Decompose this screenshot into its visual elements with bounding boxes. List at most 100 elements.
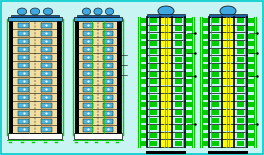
Bar	[13, 109, 57, 117]
Bar	[139, 49, 147, 54]
Bar	[186, 34, 192, 39]
Bar	[13, 69, 57, 77]
Bar	[41, 71, 52, 76]
Bar	[79, 21, 117, 29]
Bar	[150, 133, 157, 138]
Bar	[201, 72, 209, 77]
Bar	[175, 141, 182, 146]
Bar	[147, 14, 185, 17]
Bar	[150, 80, 157, 84]
Bar	[237, 26, 244, 31]
Bar	[248, 57, 254, 62]
Bar	[103, 31, 113, 36]
Bar	[160, 132, 172, 139]
Bar	[83, 31, 93, 36]
Bar	[212, 80, 219, 84]
Bar	[212, 133, 219, 138]
Bar	[79, 61, 117, 69]
Bar	[18, 103, 29, 108]
Bar	[248, 80, 254, 84]
Bar	[13, 21, 57, 29]
Bar	[79, 125, 117, 133]
Bar	[160, 18, 172, 24]
Bar	[222, 63, 234, 70]
Bar	[41, 31, 52, 36]
Bar	[160, 48, 172, 55]
Bar	[77, 15, 119, 17]
Bar	[248, 102, 254, 107]
Bar	[139, 26, 147, 31]
Bar	[9, 21, 61, 133]
Bar	[175, 133, 182, 138]
Bar	[150, 95, 157, 100]
Bar	[18, 23, 29, 28]
Bar	[248, 125, 254, 130]
Bar	[186, 133, 192, 138]
Bar	[13, 37, 57, 45]
Bar	[9, 21, 13, 133]
Bar	[186, 64, 192, 69]
Bar	[150, 102, 157, 107]
Bar	[79, 29, 117, 37]
Bar	[212, 141, 219, 146]
Bar	[150, 41, 157, 46]
Bar	[212, 118, 219, 123]
Bar	[222, 125, 234, 131]
Bar	[201, 125, 209, 130]
Bar	[222, 140, 234, 146]
Bar	[248, 110, 254, 115]
Bar	[222, 48, 234, 55]
Bar	[41, 87, 52, 92]
Bar	[139, 64, 147, 69]
Bar	[201, 26, 209, 31]
Bar	[139, 125, 147, 130]
Ellipse shape	[220, 6, 236, 16]
Bar	[150, 125, 157, 130]
Bar	[103, 71, 113, 76]
Bar	[186, 80, 192, 84]
Bar	[201, 34, 209, 39]
Bar	[208, 151, 248, 154]
Bar	[13, 85, 57, 93]
Bar	[83, 63, 93, 68]
Bar	[212, 57, 219, 62]
Bar	[150, 110, 157, 115]
Bar	[175, 41, 182, 46]
Bar	[103, 127, 113, 132]
Bar	[139, 80, 147, 84]
Bar	[18, 79, 29, 84]
Ellipse shape	[94, 8, 102, 15]
Bar	[237, 41, 244, 46]
Bar	[18, 127, 29, 132]
Bar	[237, 125, 244, 130]
Bar	[222, 56, 234, 62]
Bar	[222, 40, 234, 47]
Bar	[237, 87, 244, 92]
Bar	[175, 57, 182, 62]
Bar	[8, 133, 62, 139]
Ellipse shape	[43, 8, 53, 15]
Bar	[139, 18, 147, 23]
Bar	[237, 95, 244, 100]
Bar	[160, 56, 172, 62]
Bar	[83, 119, 93, 124]
Bar	[150, 87, 157, 92]
Bar	[57, 21, 61, 133]
Bar	[237, 118, 244, 123]
Bar	[18, 95, 29, 100]
Bar	[74, 133, 122, 139]
Bar	[248, 72, 254, 77]
Bar	[175, 125, 182, 130]
Bar	[103, 103, 113, 108]
Bar	[117, 21, 121, 133]
Bar	[103, 95, 113, 100]
Ellipse shape	[105, 8, 114, 15]
Bar	[18, 111, 29, 116]
Bar	[13, 61, 57, 69]
Bar	[186, 18, 192, 23]
Bar	[79, 45, 117, 53]
Bar	[201, 110, 209, 115]
Bar	[175, 118, 182, 123]
Bar	[13, 53, 57, 61]
Bar	[160, 94, 172, 101]
